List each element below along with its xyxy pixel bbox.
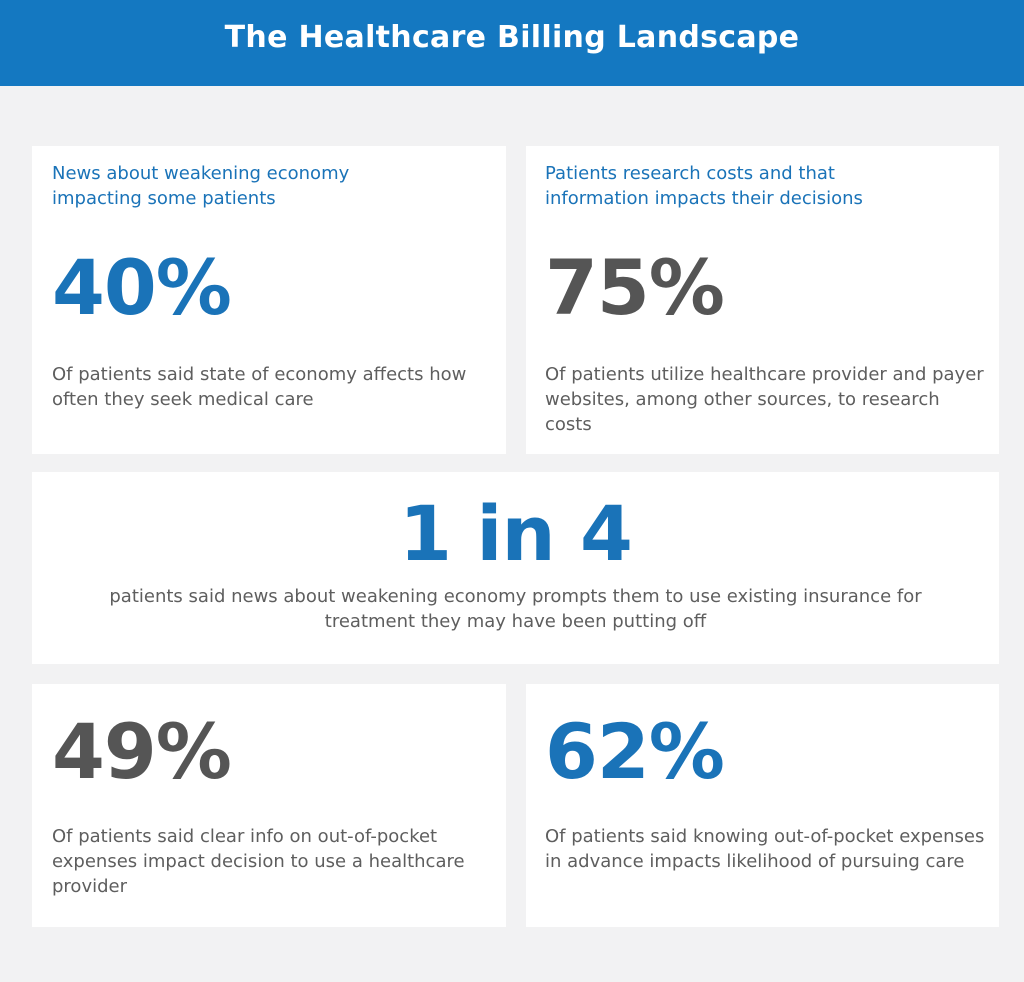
stat-description: Of patients utilize healthcare provider … xyxy=(545,364,984,435)
stat-value: 49% xyxy=(52,707,232,796)
stat-card-economy: News about weakening economy impacting s… xyxy=(32,146,506,454)
stat-description: patients said news about weakening econo… xyxy=(109,586,922,632)
stat-card-research: Patients research costs and that informa… xyxy=(526,146,999,454)
stat-description: Of patients said clear info on out-of-po… xyxy=(52,826,465,897)
stat-value: 62% xyxy=(545,707,725,796)
stat-card-one-in-four: 1 in 4 patients said news about weakenin… xyxy=(32,472,999,664)
stat-value: 1 in 4 xyxy=(399,489,633,578)
stat-card-knowing: 62% Of patients said knowing out-of-pock… xyxy=(526,684,999,927)
stat-description: Of patients said state of economy affect… xyxy=(52,364,467,410)
card-heading: Patients research costs and that informa… xyxy=(545,163,863,209)
page-title: The Healthcare Billing Landscape xyxy=(224,19,800,55)
stat-description: Of patients said knowing out-of-pocket e… xyxy=(545,826,985,872)
card-heading: News about weakening economy impacting s… xyxy=(52,163,350,209)
stat-value: 40% xyxy=(52,243,232,332)
stat-value: 75% xyxy=(545,243,725,332)
header-banner: The Healthcare Billing Landscape xyxy=(0,0,1024,86)
stat-card-clear-info: 49% Of patients said clear info on out-o… xyxy=(32,684,506,927)
